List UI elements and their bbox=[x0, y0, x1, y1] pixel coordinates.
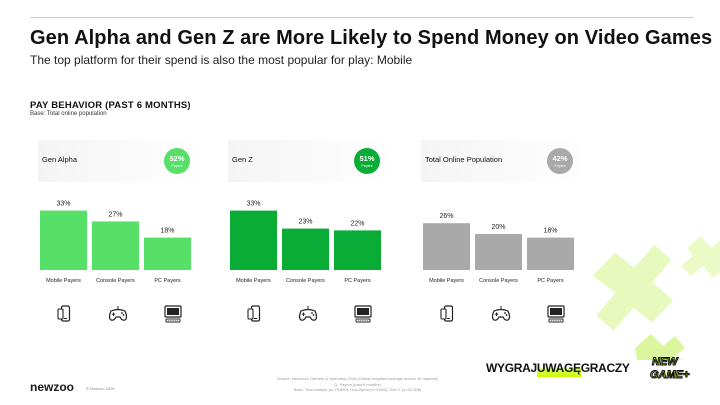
bar-value-label: 33% bbox=[246, 201, 260, 208]
mobile-icon bbox=[55, 304, 75, 329]
category-label: PC Payers bbox=[344, 278, 371, 284]
pc-icon bbox=[545, 304, 567, 329]
new-game-line-1: NEW bbox=[652, 356, 679, 369]
gamepad-icon bbox=[490, 304, 512, 329]
new-game-line-2: GAME+ bbox=[649, 369, 690, 382]
pc-icon bbox=[352, 304, 374, 329]
base-note: Base: Total online population bbox=[30, 111, 107, 117]
mobile-icon bbox=[245, 304, 265, 329]
bar-mobile-payers bbox=[230, 210, 277, 270]
category-label: Mobile Payers bbox=[46, 278, 81, 284]
bar-chart-gen-z: 33% Mobile Payers 23% Console Payers 22% PC P… bbox=[230, 201, 381, 284]
wygraj-uwage-graczy-logo: WYGRAJUWAGĘGRACZY bbox=[486, 361, 630, 377]
source-line: Source: Newzoo's Gamers & Spenders 2025 … bbox=[276, 376, 439, 381]
bar-pc-payers bbox=[527, 237, 574, 270]
panel-label: Total Online Population bbox=[425, 155, 503, 164]
bar-mobile-payers bbox=[423, 223, 470, 270]
category-label: Console Payers bbox=[96, 278, 135, 284]
bar-chart-total-online: 26% Mobile Payers 20% Console Payers 18% PC P… bbox=[423, 213, 574, 284]
bar-pc-payers bbox=[144, 237, 191, 270]
panel-total-online: Total Online Population 42% Payers 26% Mo… bbox=[421, 140, 589, 332]
bar-value-label: 20% bbox=[491, 224, 505, 231]
mobile-icon bbox=[438, 304, 458, 329]
brand-word-3: GRACZY bbox=[580, 361, 630, 375]
payers-caption: Payers bbox=[361, 164, 373, 168]
panel-gen-alpha: Gen Alpha 52% Payers 33% Mobile Payers 27%… bbox=[38, 140, 206, 332]
new-game-plus-logo: NEW GAME+ bbox=[648, 352, 704, 388]
panel-label: Gen Alpha bbox=[42, 155, 78, 164]
bar-console-payers bbox=[92, 221, 139, 270]
brand-word-1: WYGRAJ bbox=[486, 361, 537, 375]
payers-percent: 52% bbox=[169, 154, 185, 163]
bar-pc-payers bbox=[334, 230, 381, 270]
payers-badge: 51% Payers bbox=[354, 148, 380, 174]
bar-console-payers bbox=[475, 234, 522, 270]
category-label: PC Payers bbox=[537, 278, 564, 284]
category-label: Console Payers bbox=[479, 278, 518, 284]
source-note: Source: Newzoo's Gamers & Spenders 2025 … bbox=[230, 376, 485, 393]
bar-value-label: 26% bbox=[439, 213, 453, 220]
copyright: © Newzoo 2025 bbox=[86, 386, 115, 391]
slide-subtitle: The top platform for their spend is also… bbox=[30, 53, 413, 67]
bar-value-label: 33% bbox=[56, 201, 70, 208]
bar-console-payers bbox=[282, 228, 329, 270]
payers-badge: 42% Payers bbox=[547, 148, 573, 174]
newzoo-logo: newzoo bbox=[30, 380, 74, 394]
category-label: Mobile Payers bbox=[429, 278, 464, 284]
bar-value-label: 23% bbox=[298, 219, 312, 226]
payers-caption: Payers bbox=[554, 164, 566, 168]
source-line: Q. Payers (past 6 months) bbox=[334, 381, 381, 387]
slide-title: Gen Alpha and Gen Z are More Likely to S… bbox=[30, 27, 713, 49]
brand-word-2: UWAGĘ bbox=[536, 361, 581, 377]
payers-badge: 52% Payers bbox=[164, 148, 190, 174]
bar-chart-gen-alpha: 33% Mobile Payers 27% Console Payers 18% PC P… bbox=[40, 201, 191, 284]
bar-value-label: 27% bbox=[108, 211, 122, 218]
payers-caption: Payers bbox=[171, 164, 183, 168]
payers-percent: 42% bbox=[552, 154, 568, 163]
category-label: Console Payers bbox=[286, 278, 325, 284]
payers-percent: 51% bbox=[359, 154, 375, 163]
decorative-plus-shapes bbox=[592, 236, 720, 360]
gamepad-icon bbox=[107, 304, 129, 329]
panel-label: Gen Z bbox=[232, 155, 253, 164]
bar-value-label: 22% bbox=[350, 220, 364, 227]
section-title: PAY BEHAVIOR (PAST 6 MONTHS) bbox=[30, 100, 191, 111]
category-label: PC Payers bbox=[154, 278, 181, 284]
panel-gen-z: Gen Z 51% Payers 33% Mobile Payers 23% Cons… bbox=[228, 140, 396, 332]
pc-icon bbox=[162, 304, 184, 329]
source-line: Base: Total sample (n=73,880), Gen Alpha… bbox=[293, 387, 422, 392]
category-label: Mobile Payers bbox=[236, 278, 271, 284]
gamepad-icon bbox=[297, 304, 319, 329]
bar-value-label: 18% bbox=[543, 228, 557, 235]
bar-value-label: 18% bbox=[160, 228, 174, 235]
top-divider bbox=[30, 17, 694, 18]
bar-mobile-payers bbox=[40, 210, 87, 270]
